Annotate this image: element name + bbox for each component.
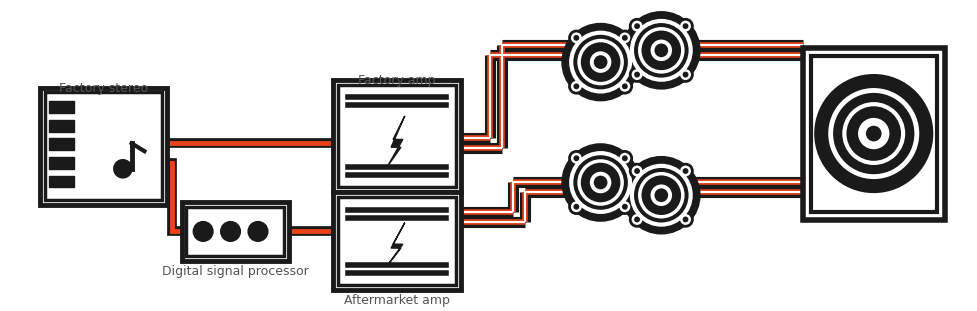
Polygon shape xyxy=(50,157,74,169)
Circle shape xyxy=(633,216,639,222)
Text: Digital signal processor: Digital signal processor xyxy=(162,265,309,278)
Circle shape xyxy=(621,155,627,161)
Circle shape xyxy=(621,35,627,41)
Circle shape xyxy=(569,31,582,45)
Bar xyxy=(182,202,289,261)
Circle shape xyxy=(194,223,212,240)
Circle shape xyxy=(682,72,688,77)
Circle shape xyxy=(678,164,692,178)
Circle shape xyxy=(563,25,637,99)
Circle shape xyxy=(589,172,611,193)
Circle shape xyxy=(589,51,611,73)
Circle shape xyxy=(617,200,631,214)
Circle shape xyxy=(249,223,267,240)
Circle shape xyxy=(617,80,631,93)
Circle shape xyxy=(650,184,671,206)
Circle shape xyxy=(843,104,902,163)
Circle shape xyxy=(678,213,692,226)
Circle shape xyxy=(633,23,639,29)
Circle shape xyxy=(621,83,627,89)
Circle shape xyxy=(593,176,607,189)
Bar xyxy=(810,56,936,212)
Circle shape xyxy=(633,168,639,174)
Circle shape xyxy=(629,19,643,33)
Circle shape xyxy=(569,200,582,214)
Circle shape xyxy=(623,13,698,87)
Circle shape xyxy=(639,174,682,217)
Text: Factory amp: Factory amp xyxy=(358,74,436,87)
Bar xyxy=(187,207,284,256)
Circle shape xyxy=(865,126,880,142)
Polygon shape xyxy=(387,223,404,266)
Polygon shape xyxy=(50,101,74,113)
Circle shape xyxy=(633,72,639,77)
Circle shape xyxy=(571,33,629,91)
Circle shape xyxy=(569,80,582,93)
Circle shape xyxy=(682,216,688,222)
Circle shape xyxy=(654,44,667,57)
Circle shape xyxy=(654,188,667,202)
Circle shape xyxy=(573,204,578,210)
Circle shape xyxy=(678,19,692,33)
Circle shape xyxy=(623,158,698,232)
Circle shape xyxy=(573,83,578,89)
Circle shape xyxy=(578,40,621,84)
Circle shape xyxy=(629,164,643,178)
Circle shape xyxy=(639,29,682,72)
Circle shape xyxy=(857,118,888,149)
Circle shape xyxy=(816,77,929,190)
Bar xyxy=(338,197,455,285)
Circle shape xyxy=(631,166,690,225)
Bar xyxy=(45,92,162,200)
Circle shape xyxy=(617,151,631,165)
Circle shape xyxy=(571,153,629,212)
Circle shape xyxy=(682,168,688,174)
Circle shape xyxy=(563,145,637,220)
Circle shape xyxy=(573,35,578,41)
Circle shape xyxy=(678,68,692,81)
Polygon shape xyxy=(50,176,74,188)
Circle shape xyxy=(650,39,671,61)
Text: Factory stereo: Factory stereo xyxy=(59,82,148,95)
Circle shape xyxy=(222,223,239,240)
Polygon shape xyxy=(387,116,404,167)
Circle shape xyxy=(617,31,631,45)
Circle shape xyxy=(631,21,690,80)
Bar xyxy=(333,192,460,290)
Circle shape xyxy=(629,213,643,226)
Circle shape xyxy=(569,151,582,165)
Circle shape xyxy=(578,161,621,204)
Polygon shape xyxy=(50,120,74,132)
Circle shape xyxy=(682,23,688,29)
Circle shape xyxy=(829,91,915,177)
Bar xyxy=(333,80,460,192)
Circle shape xyxy=(593,55,607,69)
Text: Aftermarket amp: Aftermarket amp xyxy=(344,294,449,307)
Circle shape xyxy=(629,68,643,81)
Bar xyxy=(802,49,944,220)
Circle shape xyxy=(113,159,133,179)
Polygon shape xyxy=(50,138,74,150)
Circle shape xyxy=(573,155,578,161)
Bar xyxy=(338,85,455,188)
Bar xyxy=(40,87,167,205)
Circle shape xyxy=(621,204,627,210)
